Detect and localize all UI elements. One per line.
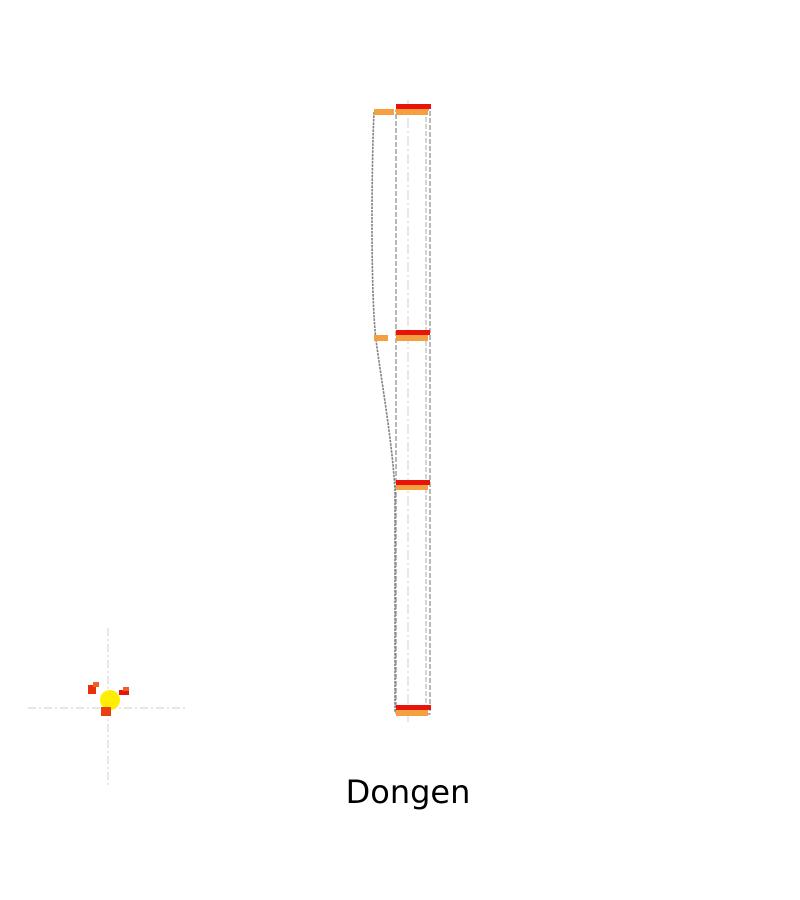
lower-mid-marker-red xyxy=(396,480,430,485)
mid-marker-red xyxy=(396,330,430,335)
marker-right-b xyxy=(123,687,129,691)
bottom-marker-orange xyxy=(396,710,428,716)
marker-lower xyxy=(101,707,111,716)
top-side-marker-orange xyxy=(374,109,394,115)
mid-side-marker-orange xyxy=(374,335,388,341)
marker-right xyxy=(119,690,129,695)
column-outline xyxy=(395,109,431,715)
marker-upper-left xyxy=(88,685,96,694)
mid-marker-orange xyxy=(396,335,428,341)
lower-mid-marker-orange xyxy=(396,485,428,490)
top-marker-red xyxy=(396,104,431,109)
diagram-caption: Dongen xyxy=(345,773,471,811)
top-marker-orange xyxy=(396,109,428,115)
bottom-marker-red xyxy=(396,705,431,710)
elevation-view xyxy=(371,100,431,725)
cross-section-symbol xyxy=(28,628,188,788)
marker-upper-left-b xyxy=(93,682,99,687)
tapered-profile-line xyxy=(371,111,396,712)
center-marker xyxy=(100,690,120,710)
